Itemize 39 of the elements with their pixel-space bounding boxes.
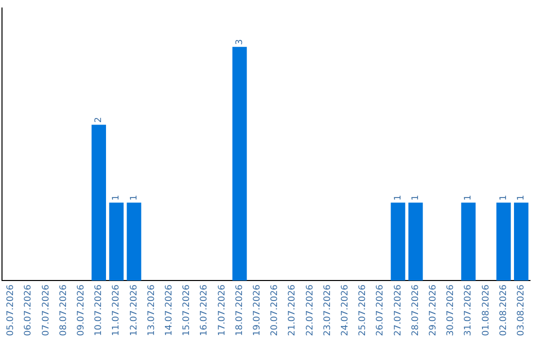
data-label: 1 bbox=[129, 194, 140, 201]
x-tick-label: 17.07.2026 bbox=[217, 284, 228, 336]
x-tick-label: 10.07.2026 bbox=[94, 284, 104, 336]
x-tick-label: 24.07.2026 bbox=[340, 284, 351, 336]
x-tick-label: 09.07.2026 bbox=[76, 284, 87, 336]
data-label: 2 bbox=[94, 117, 104, 123]
x-tick-label: 01.08.2026 bbox=[481, 284, 492, 336]
data-label: 1 bbox=[464, 194, 474, 201]
x-tick-label: 11.07.2026 bbox=[112, 284, 122, 336]
x-tick-label: 23.07.2026 bbox=[322, 284, 333, 336]
data-label: 1 bbox=[112, 194, 122, 201]
x-tick-label: 29.07.2026 bbox=[428, 284, 439, 336]
x-tick-label: 03.08.2026 bbox=[516, 284, 527, 336]
x-tick-label: 27.07.2026 bbox=[393, 284, 404, 336]
x-tick-label: 26.07.2026 bbox=[376, 284, 386, 336]
x-tick-label: 13.07.2026 bbox=[146, 284, 157, 336]
x-tick-label: 06.07.2026 bbox=[24, 284, 34, 336]
data-label: 1 bbox=[516, 194, 527, 201]
data-label: 1 bbox=[498, 194, 509, 201]
data-label: 1 bbox=[393, 194, 404, 201]
x-tick-label: 28.07.2026 bbox=[410, 284, 421, 336]
x-tick-label: 20.07.2026 bbox=[270, 284, 280, 336]
data-label: 3 bbox=[234, 39, 245, 45]
x-tick-label: 12.07.2026 bbox=[129, 284, 140, 336]
x-tick-label: 22.07.2026 bbox=[305, 284, 316, 336]
x-tick-label: 07.07.2026 bbox=[41, 284, 52, 336]
x-tick-label: 25.07.2026 bbox=[358, 284, 368, 336]
x-tick-label: 31.07.2026 bbox=[464, 284, 474, 336]
x-tick-label: 18.07.2026 bbox=[234, 284, 245, 336]
x-tick-label: 02.08.2026 bbox=[498, 284, 509, 336]
x-tick-label: 16.07.2026 bbox=[200, 284, 210, 336]
x-tick-label: 15.07.2026 bbox=[182, 284, 192, 336]
x-tick-label: 21.07.2026 bbox=[288, 284, 298, 336]
x-tick-label: 19.07.2026 bbox=[252, 284, 263, 336]
x-tick-label: 05.07.2026 bbox=[6, 284, 16, 336]
x-tick-label: 08.07.2026 bbox=[58, 284, 69, 336]
x-tick-label: 30.07.2026 bbox=[446, 284, 456, 336]
x-tick-label: 14.07.2026 bbox=[164, 284, 175, 336]
data-label: 1 bbox=[410, 194, 421, 201]
